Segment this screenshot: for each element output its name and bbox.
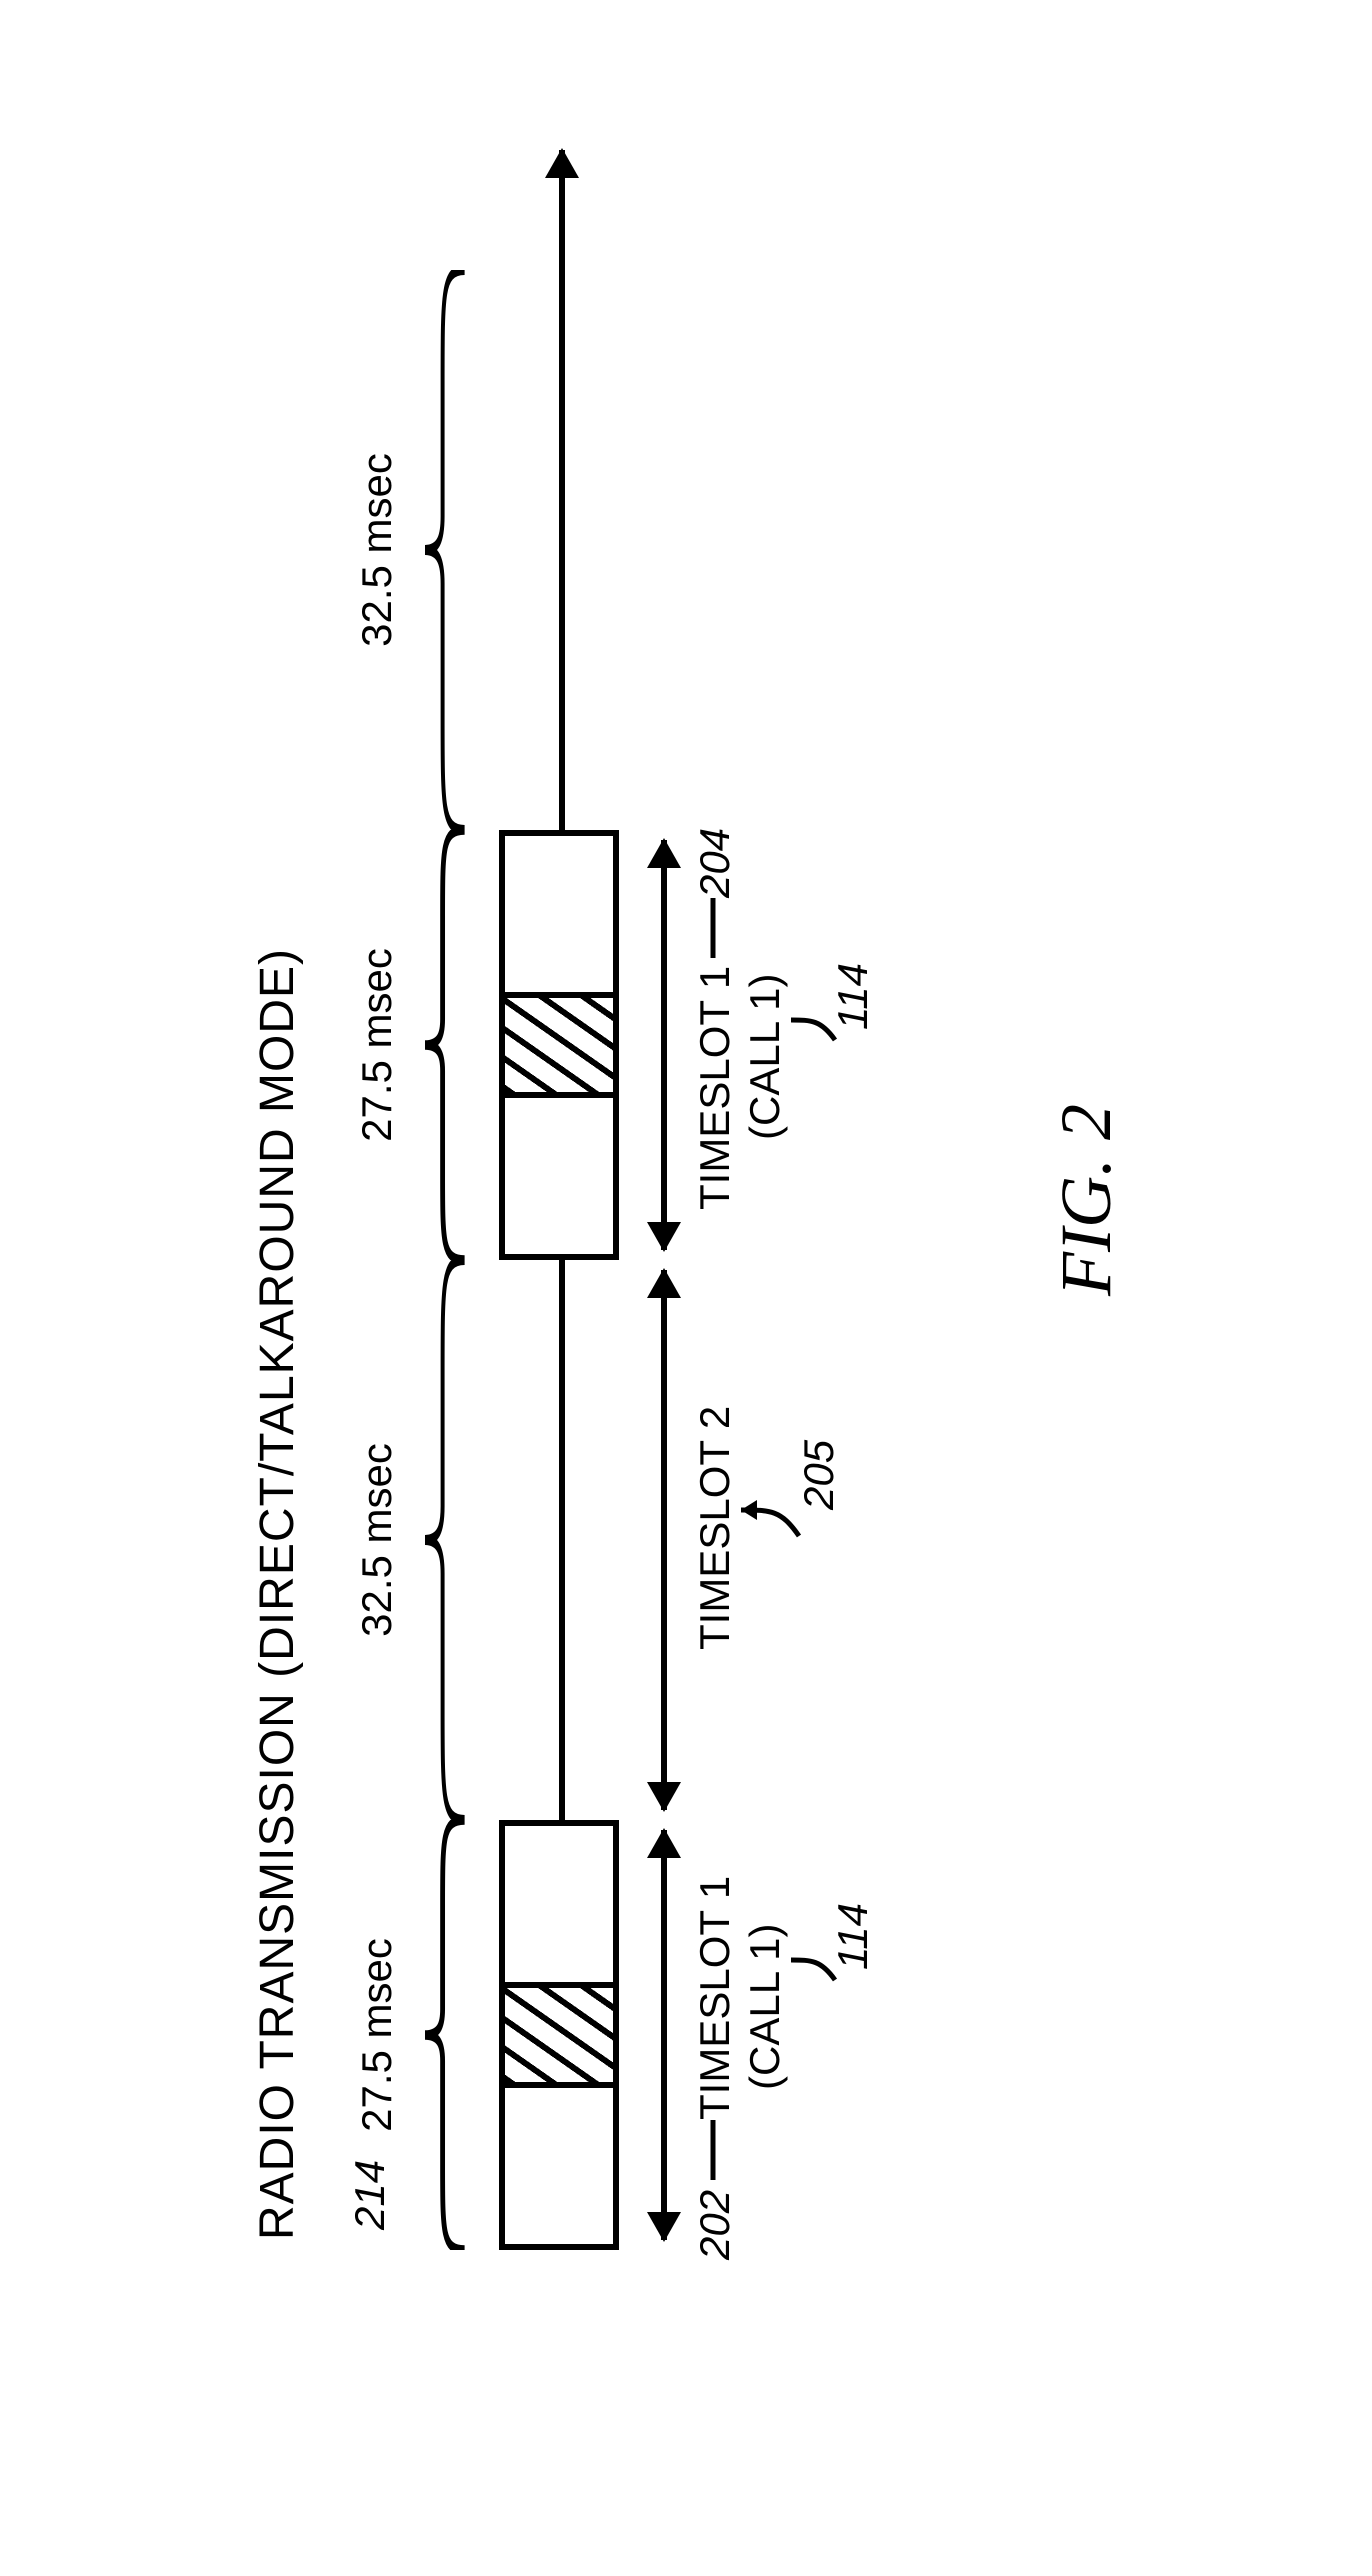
ref-204: 204 <box>691 828 739 898</box>
burst-ts1b-seg3 <box>505 836 613 992</box>
brace-ts1a <box>425 1820 469 2250</box>
label-call1-a: (CALL 1) <box>741 1923 789 2090</box>
duration-label-ts1a: 27.5 msec <box>353 1938 401 2132</box>
duration-label-gap2: 32.5 msec <box>353 453 401 647</box>
label-call1-b: (CALL 1) <box>741 973 789 1140</box>
burst-ts1a-sync <box>505 1982 613 2082</box>
burst-ts1a-seg3 <box>505 1826 613 1982</box>
leader-202 <box>693 2120 733 2180</box>
burst-ts1b <box>499 830 619 1260</box>
burst-ts1b-seg1 <box>505 1092 613 1254</box>
ref-114b: 114 <box>829 963 877 1030</box>
leader-204 <box>693 898 733 958</box>
duration-label-gap1: 32.5 msec <box>353 1443 401 1637</box>
timeline <box>499 150 639 2250</box>
label-timeslot1-a: TIMESLOT 1 <box>691 1876 739 2120</box>
span-arrow-ts1a <box>661 1830 667 2240</box>
ref-202: 202 <box>691 2190 739 2260</box>
label-timeslot2: TIMESLOT 2 <box>691 1406 739 1650</box>
brace-gap2 <box>425 270 469 830</box>
span-arrow-gap1 <box>661 1270 667 1810</box>
ref-205: 205 <box>795 1440 843 1510</box>
duration-label-ts1b: 27.5 msec <box>353 948 401 1142</box>
burst-ts1b-sync <box>505 992 613 1092</box>
diagram-title: RADIO TRANSMISSION (DIRECT/TALKAROUND MO… <box>250 150 305 2240</box>
brace-ts1b <box>425 830 469 1260</box>
span-arrow-ts1b <box>661 840 667 1250</box>
burst-ts1a-seg1 <box>505 2082 613 2244</box>
label-timeslot1-b: TIMESLOT 1 <box>691 966 739 1210</box>
figure-caption: FIG. 2 <box>1045 150 1128 2250</box>
brace-gap1 <box>425 1260 469 1820</box>
ref-114a: 114 <box>829 1903 877 1970</box>
burst-ts1a <box>499 1820 619 2250</box>
